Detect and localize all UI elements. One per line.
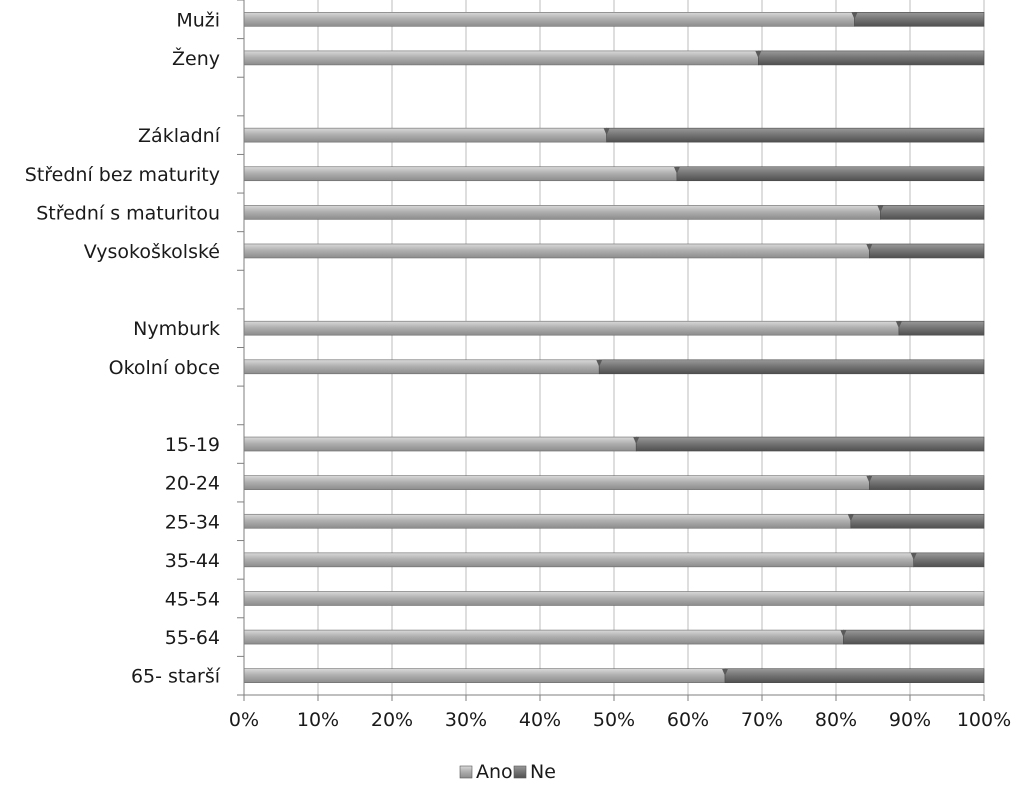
x-tick-label: 10% — [297, 709, 339, 731]
legend-label: Ne — [530, 761, 556, 783]
bar-ano — [243, 436, 637, 452]
bar-boundary-marker — [673, 166, 680, 174]
x-tick-label: 50% — [593, 709, 635, 731]
bar-boundary-marker — [851, 12, 858, 20]
bar-ne — [598, 359, 985, 375]
bar-ne — [880, 205, 985, 220]
x-tick-label: 60% — [667, 709, 709, 731]
x-tick-label: 90% — [889, 709, 931, 731]
bar-boundary-marker — [895, 321, 902, 329]
category-label: 15-19 — [165, 434, 220, 456]
category-labels: Muži Ženy Základní Střední bez maturity Stře… — [25, 9, 221, 687]
category-label: Základní — [138, 125, 221, 147]
bar-boundary-marker — [603, 128, 610, 136]
bar-ne — [606, 127, 985, 143]
bar-ano — [243, 205, 881, 220]
gridlines — [243, 0, 985, 695]
x-tick-label: 100% — [957, 709, 1011, 731]
bar-boundary-marker — [910, 552, 917, 560]
bar-boundary-marker — [633, 437, 640, 445]
bar-ano — [243, 591, 985, 606]
bar-ne — [676, 166, 985, 182]
x-tick-labels: 0% 10% 20% 30% 40% 50% 60% 70% 80% 90% 100% — [229, 709, 1011, 731]
bar-ne — [868, 243, 985, 259]
bars — [243, 12, 985, 683]
bar-ne — [843, 629, 985, 645]
bar-ne — [898, 320, 985, 336]
category-label: Muži — [176, 9, 220, 31]
bar-boundary-marker — [847, 514, 854, 522]
x-tick-label: 0% — [229, 709, 259, 731]
bar-ano — [243, 668, 726, 683]
x-tick-label: 30% — [445, 709, 487, 731]
bar-ne — [724, 668, 985, 683]
legend: Ano Ne — [459, 761, 556, 783]
bar-boundary-marker — [840, 630, 847, 638]
bar-ne — [635, 436, 985, 452]
bar-ano — [243, 166, 678, 182]
bar-ne — [757, 50, 985, 66]
bar-ne — [868, 475, 985, 490]
category-label: Okolní obce — [109, 357, 220, 379]
bar-ne — [913, 552, 985, 568]
bar-ano — [243, 475, 870, 490]
category-label: Ženy — [172, 47, 220, 70]
category-label: Střední bez maturity — [25, 164, 220, 186]
bar-boundary-marker — [596, 359, 603, 367]
category-label: 25-34 — [165, 511, 220, 533]
x-tick-label: 70% — [741, 709, 783, 731]
bar-boundary-marker — [877, 205, 884, 213]
category-label: 65- starší — [131, 666, 221, 688]
bar-boundary-marker — [866, 243, 873, 251]
bar-ano — [243, 320, 900, 336]
category-label: 20-24 — [165, 473, 220, 495]
bar-boundary-marker — [722, 668, 728, 676]
bar-ano — [243, 12, 855, 27]
bar-ano — [243, 629, 844, 645]
category-label: 35-44 — [165, 550, 220, 572]
category-label: Střední s maturitou — [36, 202, 220, 224]
legend-label: Ano — [476, 761, 513, 783]
category-label: 55-64 — [165, 627, 220, 649]
x-tick-label: 20% — [371, 709, 413, 731]
x-tick-label: 40% — [519, 709, 561, 731]
bar-boundary-marker — [755, 50, 762, 58]
category-label: Nymburk — [133, 318, 220, 340]
legend-swatch — [459, 765, 473, 779]
bar-ne — [850, 513, 985, 529]
bar-ano — [243, 513, 852, 529]
bar-ano — [243, 50, 759, 66]
category-label: Vysokoškolské — [84, 241, 220, 263]
legend-swatch — [513, 765, 527, 779]
bar-boundary-marker — [866, 475, 873, 483]
bar-ano — [243, 359, 600, 375]
bar-ano — [243, 243, 870, 259]
category-label: 45-54 — [165, 588, 220, 610]
bar-ano — [243, 127, 607, 143]
x-tick-label: 80% — [815, 709, 857, 731]
bar-ano — [243, 552, 915, 568]
bar-ne — [854, 12, 985, 27]
axes — [237, 0, 985, 701]
